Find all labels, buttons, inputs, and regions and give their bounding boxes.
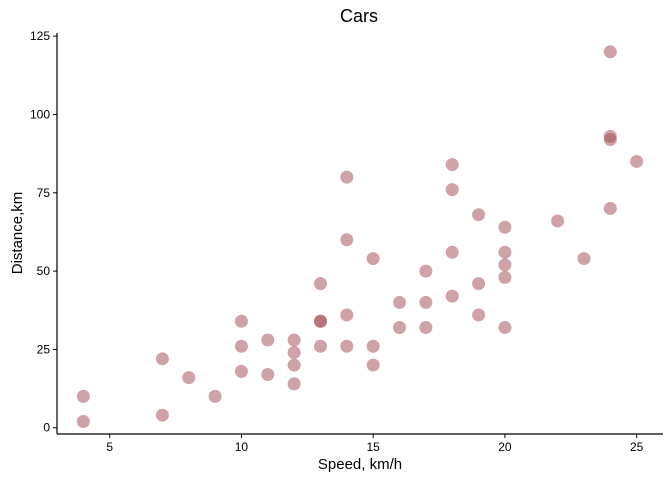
data-point bbox=[76, 414, 90, 428]
data-point bbox=[577, 252, 591, 266]
data-point bbox=[498, 220, 512, 234]
x-tick-label: 25 bbox=[630, 440, 644, 454]
chart-title: Cars bbox=[340, 6, 378, 26]
data-point bbox=[630, 154, 644, 168]
data-point bbox=[313, 339, 327, 353]
data-point bbox=[340, 339, 354, 353]
data-point bbox=[287, 358, 301, 372]
data-point bbox=[366, 358, 380, 372]
data-point bbox=[498, 270, 512, 284]
data-point bbox=[472, 208, 486, 222]
data-point bbox=[366, 339, 380, 353]
data-point bbox=[419, 320, 433, 334]
data-point bbox=[551, 214, 565, 228]
data-point bbox=[498, 320, 512, 334]
data-point bbox=[155, 352, 169, 366]
data-point bbox=[234, 314, 248, 328]
data-point bbox=[261, 367, 275, 381]
data-point bbox=[419, 295, 433, 309]
data-point bbox=[445, 245, 459, 259]
data-point bbox=[182, 371, 196, 385]
y-tick-label: 25 bbox=[37, 342, 51, 356]
y-axis-title: Distance,km bbox=[9, 192, 26, 275]
data-point bbox=[340, 170, 354, 184]
y-axis-ticks: 0 25 50 75 100 125 bbox=[30, 29, 57, 435]
x-axis-ticks: 5 10 15 20 25 bbox=[106, 434, 644, 454]
data-point bbox=[340, 233, 354, 247]
data-point bbox=[445, 289, 459, 303]
y-tick-label: 75 bbox=[37, 186, 51, 200]
data-point bbox=[393, 295, 407, 309]
y-tick-label: 125 bbox=[30, 29, 50, 43]
x-tick-label: 5 bbox=[106, 440, 113, 454]
data-point bbox=[76, 389, 90, 403]
x-tick-label: 15 bbox=[366, 440, 380, 454]
data-point bbox=[445, 183, 459, 197]
data-point bbox=[287, 377, 301, 391]
data-point bbox=[603, 201, 617, 215]
data-point bbox=[472, 277, 486, 291]
data-point bbox=[287, 333, 301, 347]
x-tick-label: 10 bbox=[235, 440, 249, 454]
data-point bbox=[498, 245, 512, 259]
x-tick-label: 20 bbox=[498, 440, 512, 454]
data-point bbox=[603, 129, 617, 143]
y-tick-label: 100 bbox=[30, 107, 50, 121]
data-point bbox=[498, 258, 512, 272]
data-point bbox=[603, 45, 617, 59]
y-tick-label: 50 bbox=[37, 264, 51, 278]
data-point bbox=[234, 364, 248, 378]
data-point bbox=[261, 333, 275, 347]
plot-area bbox=[76, 45, 644, 428]
data-point bbox=[155, 408, 169, 422]
data-point bbox=[340, 308, 354, 322]
data-point bbox=[445, 158, 459, 172]
data-point bbox=[313, 277, 327, 291]
data-point bbox=[419, 264, 433, 278]
data-point bbox=[287, 346, 301, 360]
data-point bbox=[313, 314, 327, 328]
x-axis-title: Speed, km/h bbox=[318, 456, 402, 473]
data-point bbox=[234, 339, 248, 353]
data-point bbox=[472, 308, 486, 322]
data-point bbox=[393, 320, 407, 334]
data-point bbox=[366, 252, 380, 266]
data-point bbox=[208, 389, 222, 403]
y-tick-label: 0 bbox=[43, 421, 50, 435]
